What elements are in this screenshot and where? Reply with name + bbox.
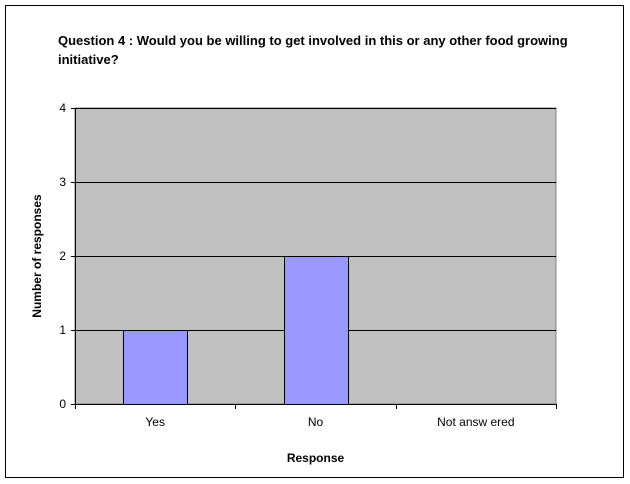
chart-title: Question 4 : Would you be willing to get… (58, 33, 568, 67)
bar-no (284, 256, 349, 405)
y-tick-label: 0 (59, 397, 66, 411)
bar-yes (123, 330, 188, 405)
x-tick-label: Not answ ered (437, 415, 514, 429)
y-tick-label: 1 (59, 323, 66, 337)
y-tick-label: 4 (59, 101, 66, 115)
x-tick-labels: Yes No Not answ ered (145, 415, 514, 429)
x-axis-title: Response (287, 451, 345, 465)
x-tick-label: No (308, 415, 324, 429)
axes (71, 108, 557, 409)
y-tick-label: 2 (59, 249, 66, 263)
x-tick-label: Yes (145, 415, 165, 429)
y-tick-labels: 0 1 2 3 4 (59, 101, 66, 411)
y-axis-title: Number of responses (30, 194, 44, 318)
y-tick-label: 3 (59, 175, 66, 189)
